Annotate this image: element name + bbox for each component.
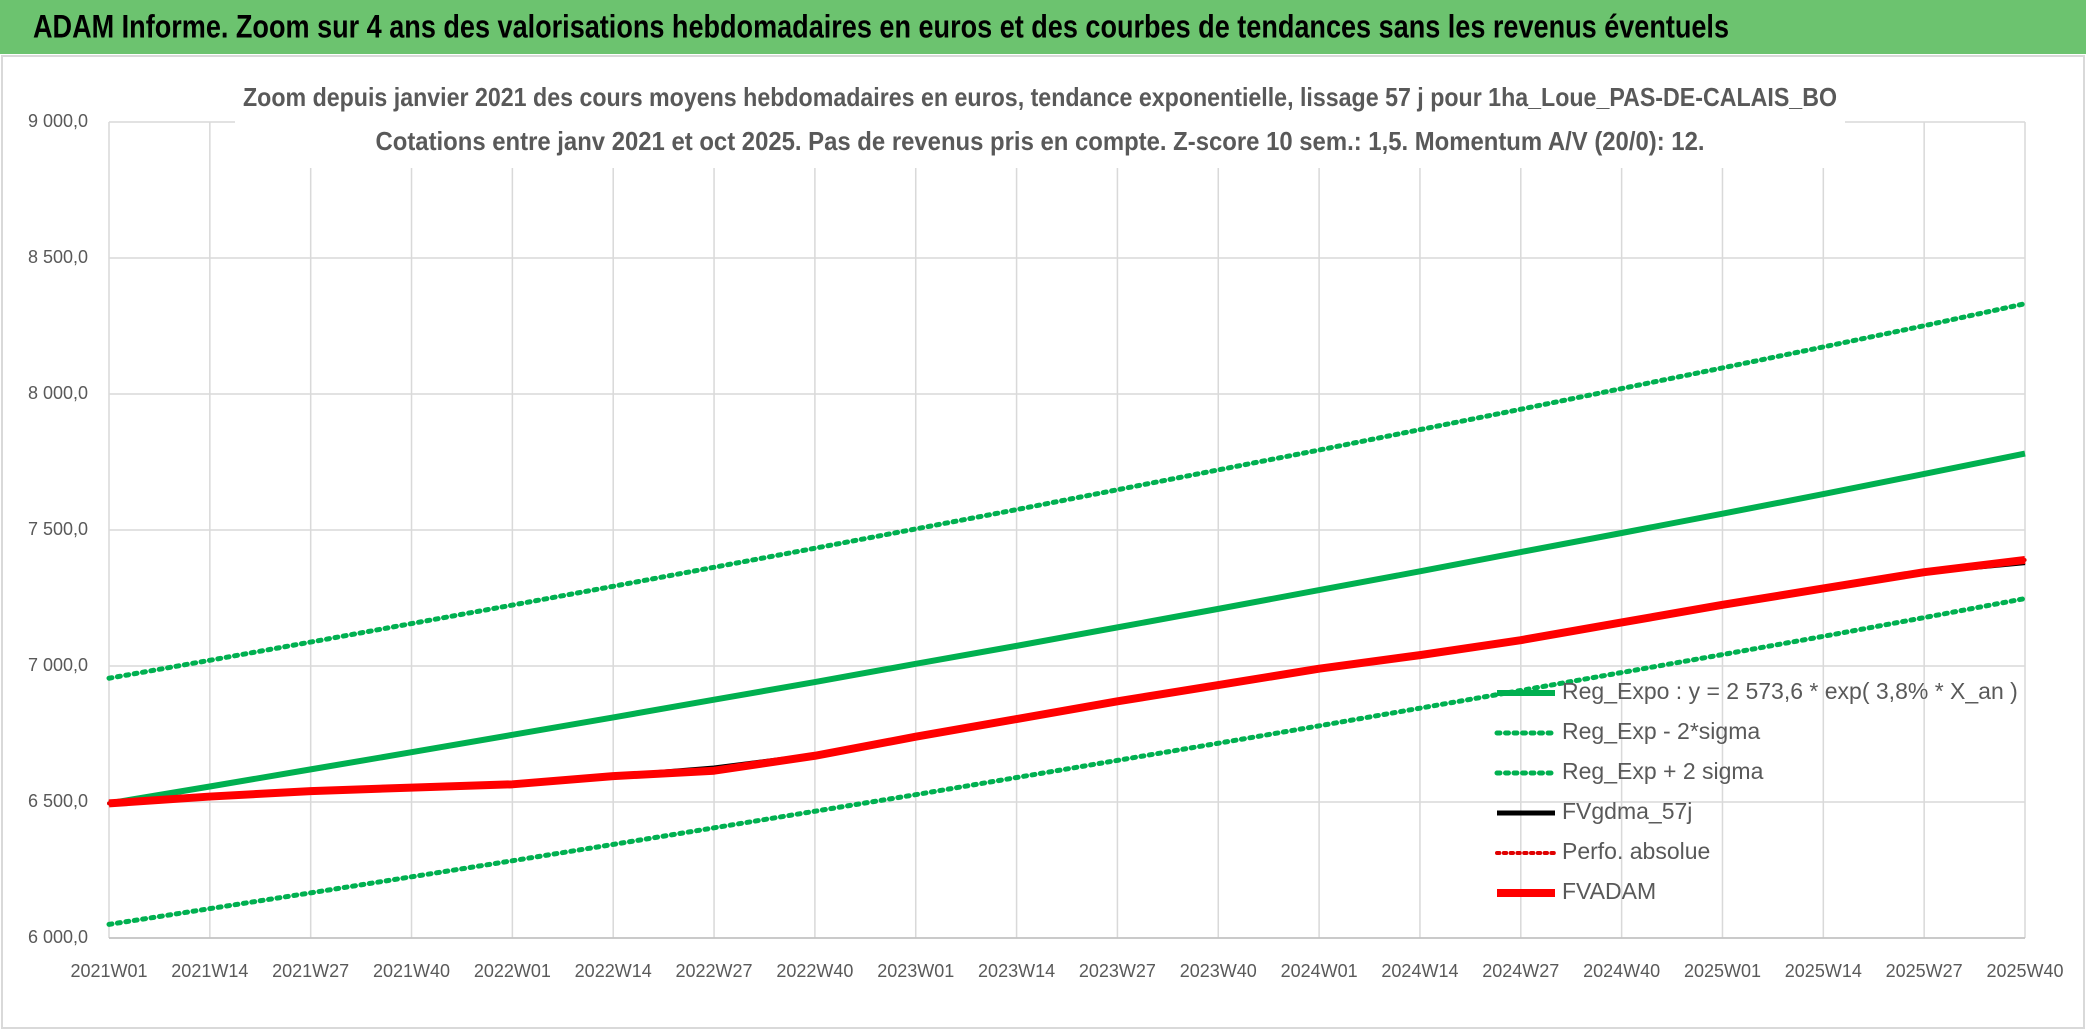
x-tick-label: 2025W40 (1986, 961, 2063, 981)
x-tick-label: 2024W01 (1281, 961, 1358, 981)
x-tick-label: 2024W27 (1482, 961, 1559, 981)
chart-title: Zoom depuis janvier 2021 des cours moyen… (243, 82, 1837, 112)
y-tick-label: 8 500,0 (28, 247, 88, 267)
grid (108, 121, 2026, 939)
x-tick-label: 2023W27 (1079, 961, 1156, 981)
x-tick-label: 2021W40 (373, 961, 450, 981)
y-tick-label: 6 500,0 (28, 791, 88, 811)
x-tick-label: 2022W27 (676, 961, 753, 981)
legend-label: FVgdma_57j (1562, 798, 1692, 824)
legend-label: Reg_Exp + 2 sigma (1562, 758, 1764, 784)
y-tick-label: 6 000,0 (28, 927, 88, 947)
x-tick-label: 2022W40 (776, 961, 853, 981)
x-tick-label: 2023W14 (978, 961, 1055, 981)
x-tick-label: 2023W40 (1180, 961, 1257, 981)
banner-title: ADAM Informe. Zoom sur 4 ans des valoris… (33, 8, 1729, 44)
legend-label: FVADAM (1562, 878, 1656, 904)
x-tick-label: 2021W14 (171, 961, 248, 981)
chart-subtitle: Cotations entre janv 2021 et oct 2025. P… (376, 126, 1705, 156)
title-background (235, 78, 1845, 168)
x-tick-label: 2024W40 (1583, 961, 1660, 981)
series-line (108, 555, 2026, 808)
x-tick-label: 2023W01 (877, 961, 954, 981)
series-line (108, 450, 2026, 807)
x-tick-label: 2022W01 (474, 961, 551, 981)
legend-label: Reg_Expo : y = 2 573,6 * exp( 3,8% * X_a… (1562, 678, 2018, 704)
x-tick-label: 2022W14 (575, 961, 652, 981)
series-line (106, 596, 2028, 927)
legend-label: Reg_Exp - 2*sigma (1562, 718, 1760, 744)
y-tick-label: 9 000,0 (28, 111, 88, 131)
y-tick-label: 8 000,0 (28, 383, 88, 403)
series-line (106, 301, 2028, 681)
x-tick-label: 2025W01 (1684, 961, 1761, 981)
x-tick-label: 2021W01 (70, 961, 147, 981)
legend-label: Perfo. absolue (1562, 838, 1710, 864)
banner (0, 0, 2086, 54)
chart-frame (1, 55, 2085, 1029)
x-tick-label: 2025W27 (1886, 961, 1963, 981)
y-tick-label: 7 500,0 (28, 519, 88, 539)
x-tick-label: 2021W27 (272, 961, 349, 981)
x-tick-label: 2025W14 (1785, 961, 1862, 981)
y-tick-label: 7 000,0 (28, 655, 88, 675)
x-tick-label: 2024W14 (1381, 961, 1458, 981)
